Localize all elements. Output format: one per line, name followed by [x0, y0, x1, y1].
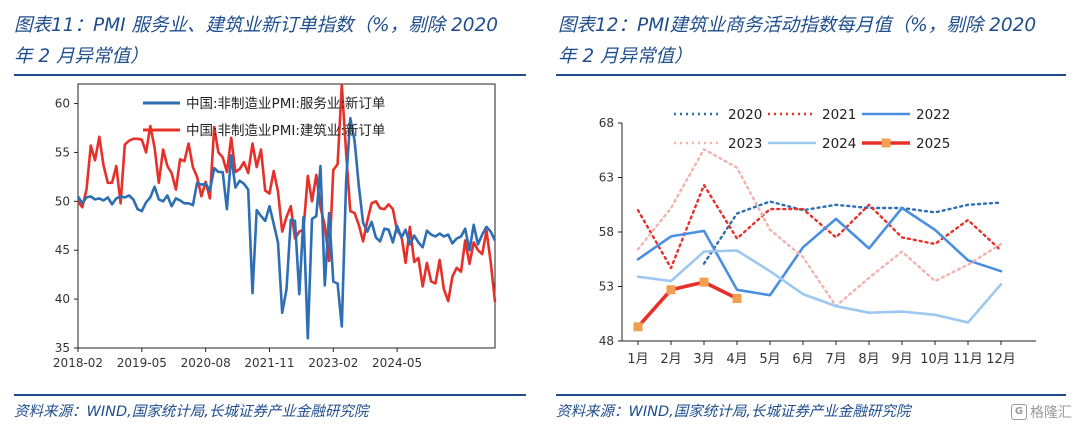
left-y-tick-label: 45	[55, 243, 70, 257]
right-source-note: 资料来源：WIND,国家统计局,长城证券产业金融研究院	[556, 404, 911, 420]
right-x-tick-label: 10月	[920, 352, 950, 367]
left-title-line1: 图表11：PMI 服务业、建筑业新订单指数（%，剔除 2020	[14, 15, 499, 36]
right-legend-label: 2025	[916, 136, 950, 152]
series-services-line	[76, 116, 497, 340]
right-x-tick-label: 1月	[627, 352, 648, 367]
right-legend-label: 2020	[728, 107, 762, 123]
left-line-chart: 35 40 45 50 55 60 2018-02 2019-05 2020-08 2021-11…	[53, 83, 497, 370]
series-2021-line	[636, 183, 1003, 270]
watermark-logo-icon: G	[1011, 404, 1027, 420]
left-y-tick-label: 60	[55, 97, 70, 111]
left-chart-title: 图表11：PMI 服务业、建筑业新订单指数（%，剔除 2020 年 2 月异常值…	[14, 10, 524, 72]
series-2025-marker	[699, 277, 709, 287]
right-y-tick-label: 63	[599, 171, 614, 185]
right-legend-label: 2024	[822, 136, 856, 152]
left-x-tick-label: 2018-02	[53, 356, 103, 370]
series-2025-line	[636, 280, 739, 329]
right-x-tick-label: 8月	[858, 352, 879, 367]
series-2024-line	[636, 249, 1003, 324]
right-title-line2: 年 2 月异常值）	[558, 46, 693, 67]
left-y-tick-label: 40	[55, 292, 70, 306]
series-2022-line	[636, 206, 1003, 297]
series-2025-marker	[732, 293, 742, 303]
left-y-tick-label: 50	[55, 194, 70, 208]
right-y-tick-label: 58	[599, 225, 614, 239]
right-line-chart: 48 53 58 63 68 1月 2月 3月 4月 5月 6月 7月 8月 9月 10月 11月 12月 202…	[599, 107, 1036, 367]
right-legend-marker-2025	[881, 138, 891, 148]
left-bottom-rule	[14, 394, 526, 396]
left-x-tick-label: 2023-02	[308, 356, 358, 370]
right-y-tick-label: 53	[599, 280, 614, 294]
right-legend-label: 2022	[916, 107, 950, 123]
watermark: G 格隆汇	[1011, 402, 1072, 422]
left-legend-label: 中国:非制造业PMI:建筑业:新订单	[186, 123, 385, 139]
right-x-tick-label: 3月	[693, 352, 714, 367]
right-x-tick-label: 5月	[759, 352, 780, 367]
right-title-line1: 图表12：PMI建筑业商务活动指数每月值（%，剔除 2020	[558, 15, 1037, 36]
left-legend-label: 中国:非制造业PMI:服务业:新订单	[186, 96, 385, 112]
left-title-line2: 年 2 月异常值）	[14, 46, 149, 67]
series-2025-marker	[666, 285, 676, 295]
series-2023-line	[636, 148, 1003, 308]
left-x-tick-label: 2021-11	[244, 356, 294, 370]
right-x-tick-label: 7月	[825, 352, 846, 367]
right-bottom-rule	[556, 394, 1066, 396]
left-top-rule	[14, 74, 526, 76]
right-legend-label: 2023	[728, 136, 762, 152]
right-chart-title: 图表12：PMI建筑业商务活动指数每月值（%，剔除 2020 年 2 月异常值）	[558, 10, 1064, 72]
series-construction-line	[76, 83, 497, 303]
right-y-tick-label: 68	[599, 116, 614, 130]
right-x-tick-label: 2月	[660, 352, 681, 367]
right-x-tick-label: 4月	[726, 352, 747, 367]
series-2025-marker	[633, 322, 643, 332]
watermark-text: 格隆汇	[1030, 405, 1072, 421]
left-x-tick-label: 2020-08	[181, 356, 231, 370]
right-top-rule	[556, 74, 1066, 76]
right-chart-panel: 图表12：PMI建筑业商务活动指数每月值（%，剔除 2020 年 2 月异常值）…	[556, 0, 1080, 427]
left-plot-frame	[77, 83, 496, 349]
left-x-tick-label: 2019-05	[117, 356, 167, 370]
right-x-tick-label: 12月	[986, 352, 1016, 367]
left-y-tick-label: 35	[55, 341, 70, 355]
right-x-tick-label: 6月	[792, 352, 813, 367]
left-x-tick-label: 2024-05	[372, 356, 422, 370]
left-y-tick-label: 55	[55, 145, 70, 159]
series-2020-line	[702, 200, 1003, 265]
right-legend-label: 2021	[822, 107, 856, 123]
right-x-tick-label: 11月	[953, 352, 983, 367]
left-chart-panel: 图表11：PMI 服务业、建筑业新订单指数（%，剔除 2020 年 2 月异常值…	[0, 0, 530, 427]
left-source-note: 资料来源：WIND,国家统计局,长城证券产业金融研究院	[14, 404, 369, 420]
right-x-tick-label: 9月	[891, 352, 912, 367]
right-y-tick-label: 48	[599, 334, 614, 348]
